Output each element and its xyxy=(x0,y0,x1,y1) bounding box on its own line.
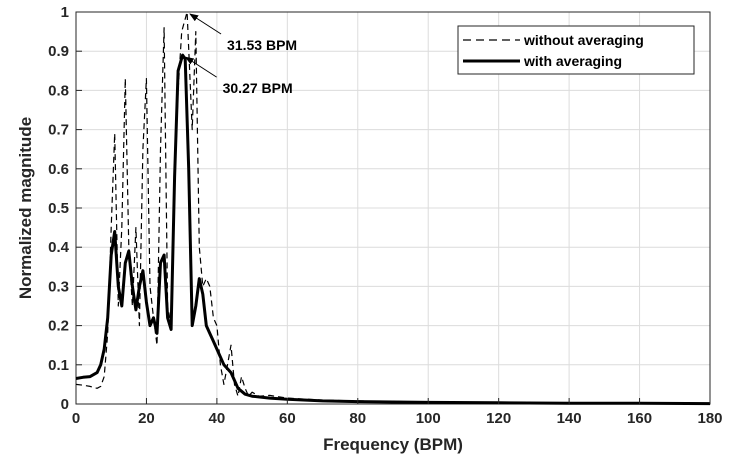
series-line-with-averaging xyxy=(75,53,711,406)
x-tick-label: 160 xyxy=(627,410,652,427)
legend-box xyxy=(457,25,695,75)
x-tick-label: 80 xyxy=(349,410,366,427)
y-tick-label: 0.2 xyxy=(48,318,69,335)
y-tick-label: 0.8 xyxy=(48,82,69,99)
x-tick-label: 140 xyxy=(557,410,582,427)
y-tick-label: 0.6 xyxy=(48,161,69,178)
x-tick-label: 20 xyxy=(138,410,155,427)
x-tick-label: 100 xyxy=(416,410,441,427)
x-tick-label: 120 xyxy=(486,410,511,427)
y-tick-label: 0.3 xyxy=(48,278,69,295)
series-layer xyxy=(75,11,711,406)
x-tick-label: 180 xyxy=(697,410,722,427)
legend: without averaging with averaging xyxy=(457,25,695,75)
annotations: 31.53 BPM 30.27 BPM xyxy=(184,13,297,96)
annotation-arrow xyxy=(189,13,222,35)
y-tick-label: 0 xyxy=(61,396,69,413)
y-tick-label: 0.1 xyxy=(48,357,69,374)
y-tick-label: 1 xyxy=(61,4,69,21)
x-tick-label: 60 xyxy=(279,410,296,427)
x-tick-label: 0 xyxy=(72,410,80,427)
annotation-arrow xyxy=(184,56,217,78)
y-tick-label: 0.9 xyxy=(48,43,69,60)
x-tick-label: 40 xyxy=(209,410,226,427)
legend-label-without-averaging: without averaging xyxy=(523,32,644,48)
y-tick-label: 0.5 xyxy=(48,200,69,217)
tick-labels: 0 20 40 60 80 100 120 140 160 180 0 0.1 0.2 0.3 0.4 0.5… xyxy=(48,4,722,427)
y-tick-label: 0.4 xyxy=(48,239,70,256)
x-axis-label: Frequency (BPM) xyxy=(323,435,463,454)
annotation-label: 30.27 BPM xyxy=(223,80,293,96)
y-tick-label: 0.7 xyxy=(48,122,69,139)
y-axis-label: Normalized magnitude xyxy=(16,117,35,299)
legend-label-with-averaging: with averaging xyxy=(523,53,622,69)
annotation-label: 31.53 BPM xyxy=(227,37,297,53)
